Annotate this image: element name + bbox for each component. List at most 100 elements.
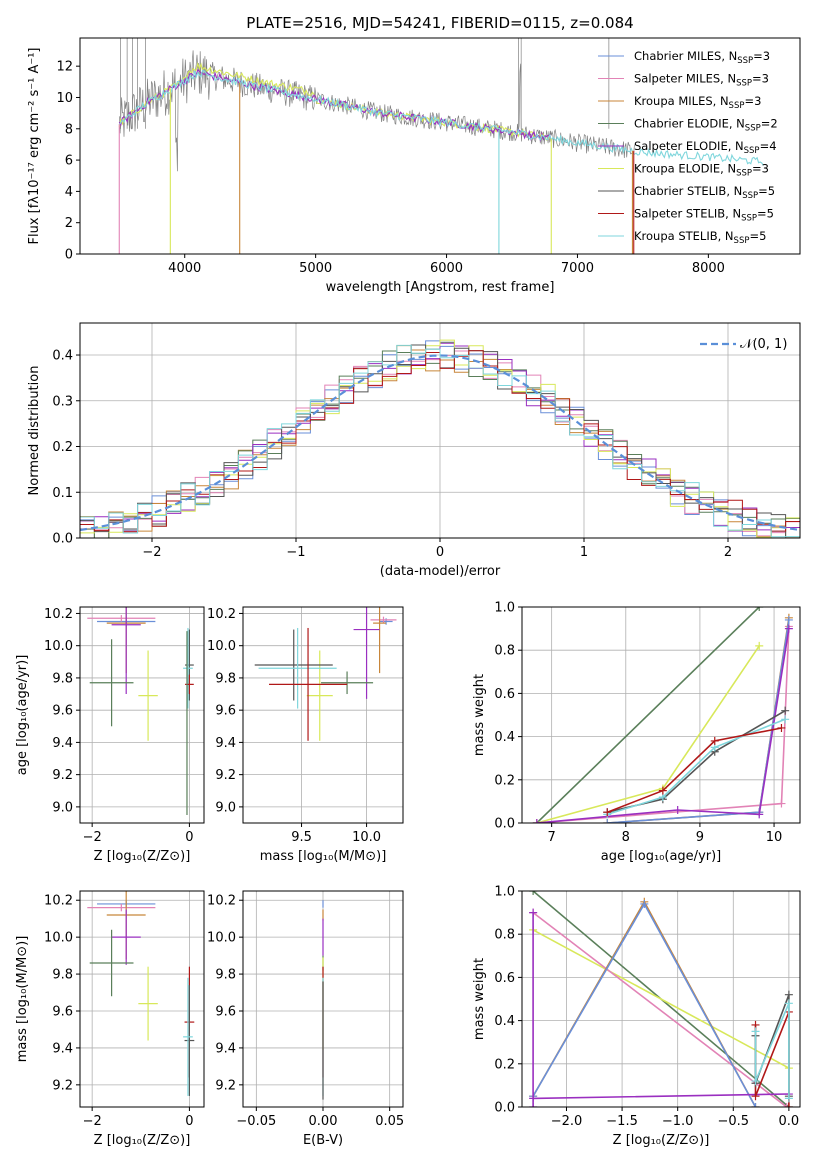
legend-label-sub: SSP [744, 146, 760, 156]
series-point-marker [658, 786, 667, 795]
y-tick-label: 6 [65, 154, 73, 169]
legend-label-tail: =3 [753, 49, 770, 63]
series-point-marker [782, 1103, 791, 1107]
legend-label-sub: SSP [745, 124, 761, 134]
series-point-marker [529, 908, 538, 917]
y-tick-label: 9.8 [52, 968, 73, 983]
y-tick-label: 12 [56, 60, 73, 75]
series-point-marker [781, 706, 790, 715]
legend-label: Kroupa MILES, NSSP=3 [634, 94, 761, 111]
y-tick-label: 0.0 [494, 1101, 515, 1116]
y-tick-label: 10.0 [44, 639, 73, 654]
y-axis-label: mass [log₁₀(M/M⊙)] [15, 936, 30, 1063]
x-tick-label: 4000 [168, 261, 201, 276]
series-point-marker [640, 899, 649, 908]
axes-frame [79, 322, 801, 539]
y-tick-label: 0.3 [52, 394, 73, 409]
normal-distribution-curve [80, 354, 800, 532]
panel-age_vs_Z: −2 0 9.0 9.2 9.4 9.6 9.8 10.0 10.2 Z [log₁₀(Z/Z⊙)… [15, 606, 205, 864]
model-fit-line [118, 68, 552, 142]
legend-label-sub: SSP [742, 191, 758, 201]
y-tick-label: 0.2 [52, 440, 73, 455]
legend-label-tail: =4 [760, 139, 777, 153]
y-tick-label: 0.1 [52, 486, 73, 501]
legend-label: Salpeter MILES, NSSP=3 [634, 72, 769, 89]
gridlines [243, 607, 403, 823]
y-tick-label: 9.4 [215, 736, 236, 751]
y-tick-label: 0.4 [494, 1014, 515, 1029]
y-tick-label: 4 [65, 185, 73, 200]
gridlines [80, 891, 204, 1107]
series-line [532, 912, 789, 1107]
series-point-marker [603, 808, 612, 817]
y-tick-label: 9.8 [52, 671, 73, 686]
y-tick-label: 10.2 [44, 894, 73, 909]
plot-area [254, 607, 397, 741]
legend-label: Kroupa ELODIE, NSSP=3 [634, 162, 769, 179]
series-point-marker [755, 607, 764, 611]
series-line [754, 1002, 790, 1099]
x-tick-label: −1.0 [662, 1114, 694, 1129]
series-line [607, 718, 786, 816]
y-tick-label: 10 [56, 91, 73, 106]
y-axis-label: mass weight [472, 958, 487, 1040]
x-axis-label: (data-model)/error [380, 564, 501, 579]
series-point-marker [784, 1103, 793, 1107]
legend-label-sub: SSP [729, 101, 745, 111]
series-point-marker [784, 624, 793, 633]
y-tick-label: 0 [65, 248, 73, 263]
series-point-marker [781, 715, 790, 724]
legend-label-sub: SSP [737, 56, 753, 66]
y-tick-label: 2 [65, 216, 73, 231]
x-tick-label: 0 [185, 1114, 193, 1129]
series-point-marker [755, 810, 764, 819]
panel-residual_histogram: −2 −1 0 1 2 0.0 0.1 0.2 0.3 0.4 (data-model)/error… [27, 322, 801, 579]
series-line [532, 911, 788, 1107]
x-tick-label: 2 [724, 545, 732, 560]
x-tick-label: 6000 [430, 261, 463, 276]
axes-frame [521, 606, 801, 824]
legend-label: Salpeter ELODIE, NSSP=4 [634, 139, 777, 156]
panel-spectrum: 4000 5000 6000 7000 8000 0 2 4 6 8 10 12 wavelength … [27, 37, 801, 295]
series-point-marker [751, 1103, 760, 1107]
x-axis-label: Z [log₁₀(Z/Z⊙)] [613, 1133, 710, 1148]
series-point-marker [784, 1094, 793, 1103]
legend-label: 𝒩(0, 1) [740, 337, 787, 352]
plot-area [118, 38, 764, 254]
series-point-marker [784, 990, 793, 999]
x-tick-label: 10.0 [352, 830, 381, 845]
x-tick-label: −2 [83, 830, 102, 845]
x-tick-label: 5000 [299, 261, 332, 276]
legend-label: Kroupa STELIB, NSSP=5 [634, 229, 766, 246]
plot-area [87, 891, 195, 1096]
axes-frame [79, 890, 205, 1108]
series-point-marker [751, 1027, 760, 1036]
series-point-marker [777, 799, 786, 808]
gridlines [80, 607, 204, 823]
legend-label-base: Salpeter STELIB, N [634, 207, 741, 221]
y-tick-label: 0.4 [52, 349, 73, 364]
y-tick-label: 9.2 [215, 768, 236, 783]
legend-label-tail: =3 [752, 72, 769, 86]
y-tick-label: 8 [65, 122, 73, 137]
axes-frame [79, 37, 801, 255]
series-point-marker [532, 819, 541, 823]
series-point-marker [710, 736, 719, 745]
series-point-marker [751, 1077, 760, 1086]
y-tick-label: 9.4 [215, 1041, 236, 1056]
legend-label-tail: =5 [749, 229, 766, 243]
axes-frame [79, 606, 205, 824]
legend-label-sub: SSP [736, 169, 752, 179]
plot-area [532, 607, 793, 823]
y-tick-label: 9.2 [52, 1078, 73, 1093]
legend-label-tail: =5 [758, 184, 775, 198]
y-tick-label: 9.2 [52, 768, 73, 783]
y-tick-label: 0.8 [494, 928, 515, 943]
legend-label: Salpeter STELIB, NSSP=5 [634, 207, 774, 224]
x-tick-label: 8 [622, 830, 630, 845]
x-tick-label: 0.0 [779, 1114, 800, 1129]
legend-label: Chabrier STELIB, NSSP=5 [634, 184, 775, 201]
y-axis-label: age [log₁₀(age/yr)] [15, 655, 30, 776]
series-point-marker [529, 891, 538, 895]
series-point-marker [529, 1103, 538, 1107]
